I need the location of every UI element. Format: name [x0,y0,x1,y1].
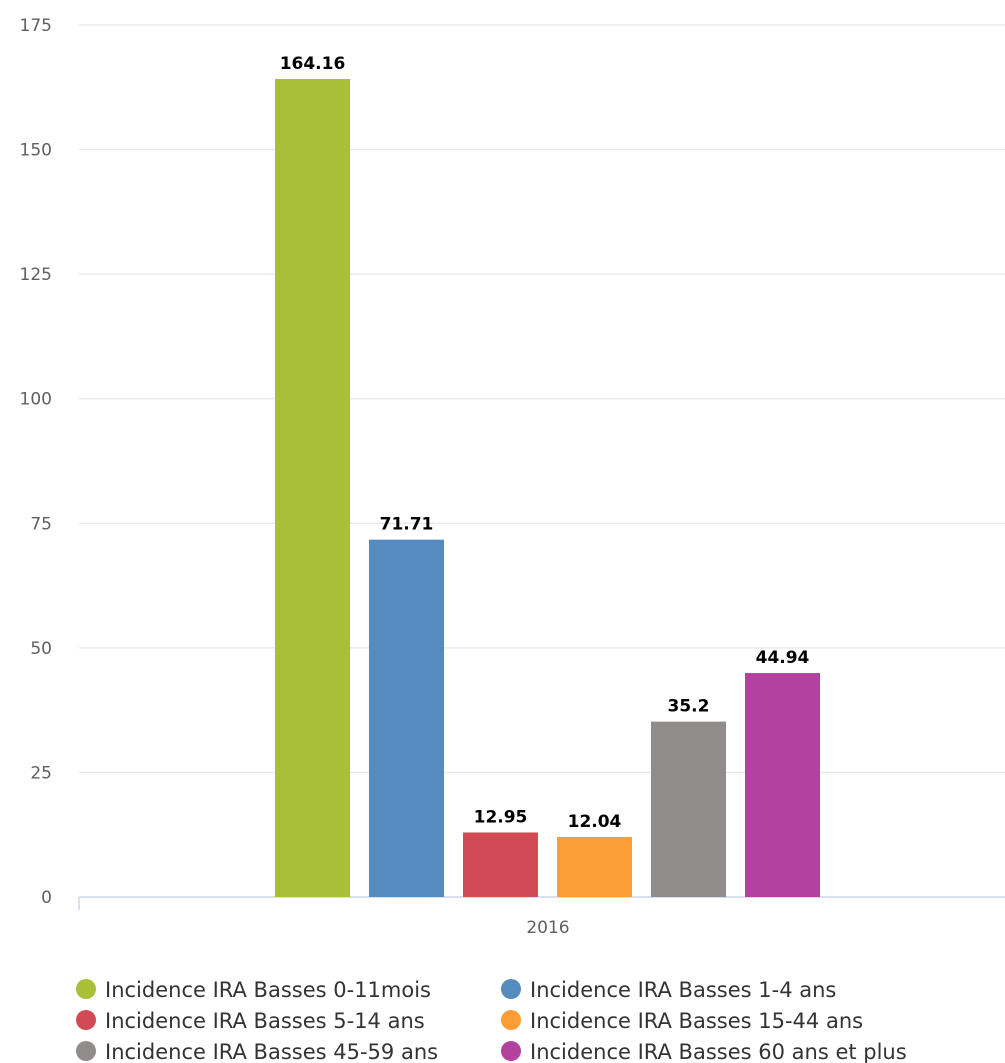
legend-label: Incidence IRA Basses 1-4 ans [530,978,836,1002]
legend-item[interactable]: Incidence IRA Basses 15-44 ans [501,1009,863,1033]
data-label: 35.2 [668,697,710,717]
legend-marker [76,1041,96,1061]
bar[interactable] [463,832,538,897]
bar[interactable] [557,837,632,897]
y-tick-label: 0 [41,888,52,908]
data-label: 12.04 [568,812,622,832]
data-label: 44.94 [756,648,810,668]
y-tick-label: 100 [20,390,52,410]
legend-marker [76,1010,96,1030]
legend-item[interactable]: Incidence IRA Basses 45-59 ans [76,1040,438,1063]
legend-marker [501,1041,521,1061]
legend-item[interactable]: Incidence IRA Basses 60 ans et plus [501,1040,907,1063]
legend-label: Incidence IRA Basses 0-11mois [105,978,431,1002]
data-label: 71.71 [380,515,434,535]
y-axis-ticks: 0 25 50 75 100 125 150 175 [20,16,52,908]
data-labels: 164.16 71.71 12.95 12.04 35.2 44.94 [280,54,810,832]
y-tick-label: 125 [20,265,52,285]
y-tick-label: 75 [30,514,52,534]
y-tick-label: 25 [30,763,52,783]
legend: Incidence IRA Basses 0-11mois Incidence I… [76,978,907,1063]
y-tick-label: 175 [20,16,52,36]
legend-marker [501,979,521,999]
legend-marker [76,979,96,999]
x-axis: 2016 [78,896,1005,938]
legend-marker [501,1010,521,1030]
bars [275,79,820,898]
gridlines [79,24,1005,774]
y-tick-label: 150 [20,141,52,161]
bar[interactable] [369,539,444,897]
legend-item[interactable]: Incidence IRA Basses 1-4 ans [501,978,836,1002]
data-label: 12.95 [474,807,528,827]
bar[interactable] [745,673,820,897]
data-label: 164.16 [280,54,346,74]
bar[interactable] [275,79,350,898]
legend-label: Incidence IRA Basses 5-14 ans [105,1009,425,1033]
legend-item[interactable]: Incidence IRA Basses 5-14 ans [76,1009,425,1033]
legend-label: Incidence IRA Basses 45-59 ans [105,1040,438,1063]
legend-label: Incidence IRA Basses 60 ans et plus [530,1040,907,1063]
bar[interactable] [651,721,726,897]
x-tick-label: 2016 [526,918,569,938]
legend-label: Incidence IRA Basses 15-44 ans [530,1009,863,1033]
y-tick-label: 50 [30,639,52,659]
legend-item[interactable]: Incidence IRA Basses 0-11mois [76,978,431,1002]
